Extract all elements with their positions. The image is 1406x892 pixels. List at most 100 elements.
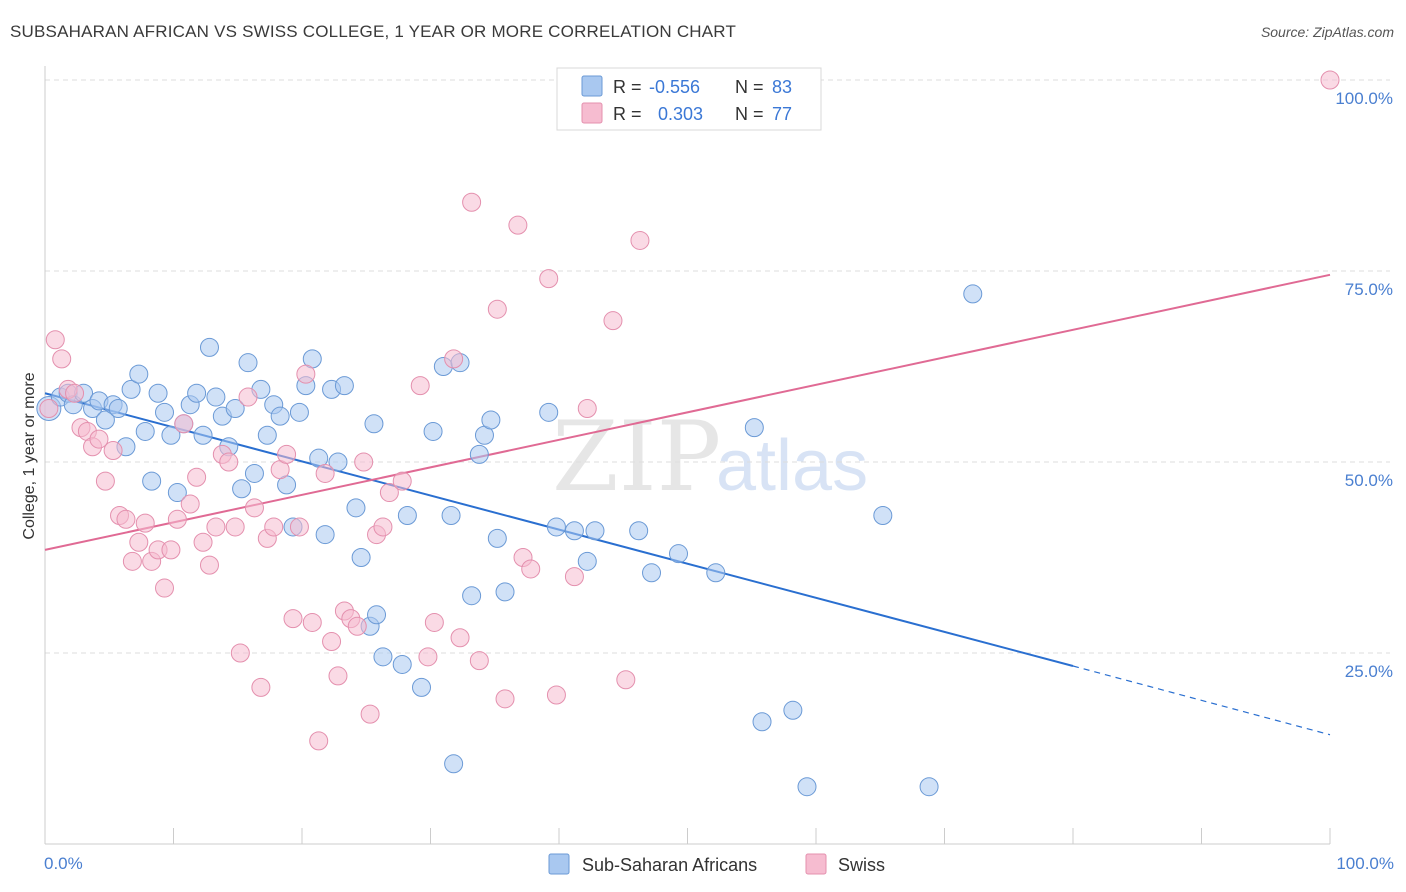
point-swiss-53 [379, 483, 399, 503]
point-swiss-72 [616, 670, 636, 690]
point-swiss-73 [630, 230, 650, 250]
point-swiss-61 [469, 651, 489, 671]
point-swiss-56 [418, 647, 438, 667]
point-swiss-71 [603, 311, 623, 331]
point-subsaharan-27 [225, 399, 245, 419]
point-swiss-45 [328, 666, 348, 686]
point-subsaharan-29 [238, 353, 258, 373]
source-label: Source: ZipAtlas.com [1260, 24, 1394, 40]
point-subsaharan-43 [328, 452, 348, 472]
legend-swatch-blue [581, 75, 603, 97]
point-swiss-39 [289, 517, 309, 537]
point-subsaharan-71 [642, 563, 662, 583]
point-subsaharan-13 [135, 421, 155, 441]
y-tick-label-50: 50.0% [1345, 471, 1393, 490]
point-swiss-63 [495, 689, 515, 709]
point-subsaharan-15 [148, 383, 168, 403]
point-swiss-64 [508, 215, 528, 235]
point-subsaharan-14 [142, 471, 162, 491]
point-subsaharan-75 [752, 712, 772, 732]
bottom-legend-swatch-pink [805, 853, 827, 875]
point-swiss-42 [309, 731, 329, 751]
axes [44, 66, 1331, 845]
y-tick-label-25: 25.0% [1345, 662, 1393, 681]
point-swiss-25 [199, 555, 219, 575]
point-subsaharan-16 [155, 402, 175, 422]
point-subsaharan-73 [706, 563, 726, 583]
point-swiss-54 [392, 471, 412, 491]
point-swiss-14 [129, 532, 149, 552]
watermark-atlas: atlas [716, 426, 868, 506]
point-subsaharan-79 [919, 777, 939, 797]
point-swiss-35 [264, 517, 284, 537]
legend-r-label-2: R = [613, 104, 642, 124]
point-swiss-15 [135, 513, 155, 533]
legend-r-label-1: R = [613, 77, 642, 97]
point-subsaharan-66 [546, 517, 566, 537]
point-swiss-22 [180, 494, 200, 514]
legend-n-value-1: 83 [772, 77, 792, 97]
x-tick-label-max: 100.0% [1336, 854, 1394, 873]
point-subsaharan-9 [108, 399, 128, 419]
point-swiss-30 [230, 643, 250, 663]
chart-title: SUBSAHARAN AFRICAN VS SWISS COLLEGE, 1 Y… [10, 22, 737, 41]
point-subsaharan-76 [783, 700, 803, 720]
point-subsaharan-21 [187, 383, 207, 403]
point-subsaharan-17 [161, 425, 181, 445]
point-subsaharan-53 [412, 677, 432, 697]
point-subsaharan-65 [539, 402, 559, 422]
point-swiss-49 [354, 452, 374, 472]
series-legend: Sub-Saharan Africans Swiss [548, 853, 885, 875]
point-swiss-19 [161, 540, 181, 560]
point-subsaharan-7 [95, 410, 115, 430]
legend-r-value-2: 0.303 [658, 104, 703, 124]
point-subsaharan-34 [270, 406, 290, 426]
point-swiss-43 [315, 463, 335, 483]
point-swiss-67 [539, 269, 559, 289]
point-subsaharan-52 [397, 505, 417, 525]
point-swiss-4 [65, 383, 85, 403]
point-swiss-57 [424, 612, 444, 632]
x-tick-label-min: 0.0% [44, 854, 83, 873]
trend-line-extension-subsaharan [1072, 665, 1331, 736]
bottom-legend-label-pink: Swiss [838, 855, 885, 875]
point-swiss-44 [322, 632, 342, 652]
point-subsaharan-49 [367, 605, 387, 625]
legend-n-label-2: N = [735, 104, 764, 124]
point-subsaharan-60 [469, 444, 489, 464]
point-swiss-59 [450, 628, 470, 648]
point-subsaharan-45 [346, 498, 366, 518]
data-points [36, 70, 1340, 797]
point-subsaharan-64 [495, 582, 515, 602]
point-subsaharan-59 [462, 586, 482, 606]
legend-n-label-1: N = [735, 77, 764, 97]
point-subsaharan-41 [315, 525, 335, 545]
correlation-legend: R = -0.556 N = 83 R = 0.303 N = 77 [556, 67, 822, 131]
grid-lines [45, 79, 1390, 654]
point-swiss-60 [462, 192, 482, 212]
point-swiss-13 [122, 551, 142, 571]
point-subsaharan-62 [481, 410, 501, 430]
point-subsaharan-12 [129, 364, 149, 384]
point-subsaharan-28 [232, 479, 252, 499]
point-swiss-31 [238, 387, 258, 407]
point-swiss-70 [577, 399, 597, 419]
point-subsaharan-24 [206, 387, 226, 407]
point-swiss-2 [52, 349, 72, 369]
y-axis-label: College, 1 year or more [21, 372, 38, 539]
point-subsaharan-51 [392, 654, 412, 674]
point-swiss-48 [347, 616, 367, 636]
y-tick-label-75: 75.0% [1345, 280, 1393, 299]
point-swiss-40 [296, 364, 316, 384]
point-swiss-23 [187, 467, 207, 487]
bottom-legend-swatch-blue [548, 853, 570, 875]
point-subsaharan-54 [423, 421, 443, 441]
point-subsaharan-18 [167, 483, 187, 503]
point-swiss-69 [564, 567, 584, 587]
point-subsaharan-37 [289, 402, 309, 422]
point-swiss-10 [103, 441, 123, 461]
point-subsaharan-50 [373, 647, 393, 667]
point-subsaharan-74 [744, 418, 764, 438]
point-swiss-37 [277, 444, 297, 464]
legend-swatch-pink [581, 102, 603, 124]
